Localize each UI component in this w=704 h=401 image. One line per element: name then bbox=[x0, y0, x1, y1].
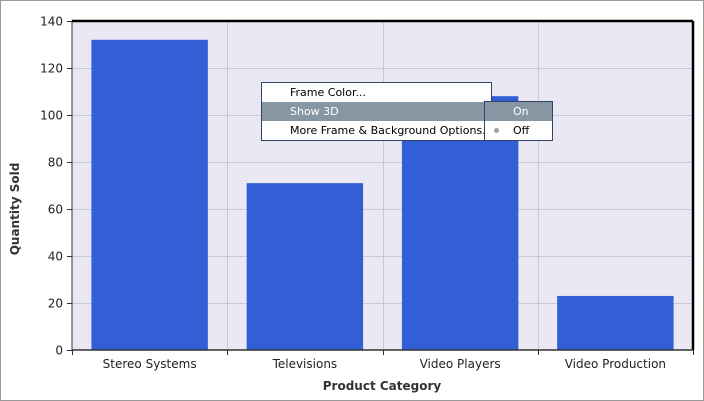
y-tick-label: 140 bbox=[40, 15, 63, 29]
menu-item-frame-color[interactable]: Frame Color... bbox=[262, 83, 491, 102]
bar-0 bbox=[91, 39, 208, 351]
submenu-item-label: On bbox=[513, 105, 529, 118]
y-tick-label: 80 bbox=[48, 156, 63, 170]
y-tick-label: 0 bbox=[55, 344, 63, 358]
menu-item-more-frame-options[interactable]: More Frame & Background Options... bbox=[262, 121, 493, 140]
x-axis-title: Product Category bbox=[323, 379, 442, 393]
y-tick-label: 60 bbox=[48, 203, 63, 217]
y-tick-label: 100 bbox=[40, 109, 63, 123]
submenu-item-off[interactable]: Off bbox=[485, 121, 552, 140]
menu-item-label: Frame Color... bbox=[290, 86, 366, 99]
bar-3 bbox=[557, 295, 674, 350]
submenu-item-on[interactable]: On bbox=[485, 102, 552, 121]
x-tick-label: Stereo Systems bbox=[103, 357, 197, 371]
y-tick-label: 120 bbox=[40, 62, 63, 76]
context-menu: Frame Color... Show 3D More Frame & Back… bbox=[261, 82, 493, 141]
submenu-item-label: Off bbox=[513, 124, 530, 137]
show-3d-submenu: On Off bbox=[484, 101, 553, 141]
menu-item-show-3d[interactable]: Show 3D bbox=[262, 102, 491, 121]
bar-1 bbox=[246, 183, 364, 350]
x-tick-label: Video Players bbox=[420, 357, 501, 371]
radio-selected-icon bbox=[494, 128, 499, 133]
y-tick-label: 40 bbox=[48, 250, 63, 264]
y-tick-label: 20 bbox=[48, 297, 63, 311]
x-tick-label: Video Production bbox=[565, 357, 666, 371]
y-axis-title: Quantity Sold bbox=[8, 163, 22, 256]
menu-item-label: More Frame & Background Options... bbox=[290, 124, 493, 137]
x-tick-label: Televisions bbox=[272, 357, 338, 371]
menu-item-label: Show 3D bbox=[290, 105, 339, 118]
